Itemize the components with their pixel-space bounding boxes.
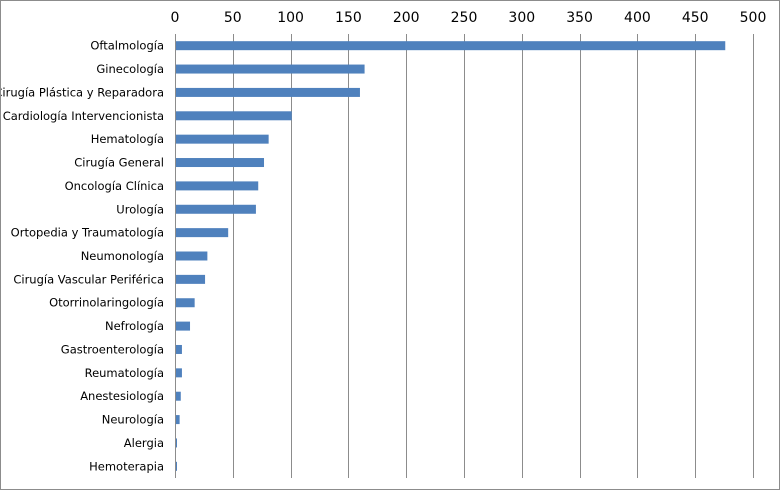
x-tick-label: 300 xyxy=(508,10,535,26)
bar xyxy=(176,321,191,331)
x-axis-ticks: 0 50 100 150 200 250 300 350 400 450 500 xyxy=(171,10,767,26)
category-label: Cirugía General xyxy=(74,156,164,170)
x-tick-label: 250 xyxy=(451,10,478,26)
category-label: Otorrinolaringología xyxy=(49,296,164,310)
bar xyxy=(176,251,208,261)
category-label: Ginecología xyxy=(96,62,164,76)
x-tick-label: 50 xyxy=(224,10,242,26)
bar xyxy=(176,391,181,401)
category-label: Oftalmología xyxy=(90,39,164,53)
category-labels: Oftalmología Ginecología Cirugía Plástica … xyxy=(1,39,164,474)
x-tick-label: 500 xyxy=(740,10,767,26)
bar xyxy=(176,158,265,168)
category-label: Nefrología xyxy=(105,319,164,333)
bar xyxy=(176,181,259,191)
category-label: Neurología xyxy=(102,413,164,427)
bar xyxy=(176,228,229,238)
x-tick-label: 450 xyxy=(682,10,709,26)
x-tick-label: 400 xyxy=(624,10,651,26)
category-label: Cirugía Plástica y Reparadora xyxy=(1,85,164,99)
bar xyxy=(176,87,360,97)
category-label: Ortopedia y Traumatología xyxy=(11,226,164,240)
bar xyxy=(176,368,182,378)
x-tick-label: 100 xyxy=(277,10,304,26)
grid-lines xyxy=(233,34,754,478)
category-label: Hemoterapia xyxy=(89,459,164,473)
bar xyxy=(176,298,195,308)
category-label: Urología xyxy=(116,202,164,216)
category-label: Reumatología xyxy=(85,366,164,380)
x-tick-label: 0 xyxy=(171,10,180,26)
x-tick-label: 150 xyxy=(335,10,362,26)
bar xyxy=(176,111,292,121)
category-label: Gastroenterología xyxy=(61,342,164,356)
category-label: Anestesiología xyxy=(80,389,164,403)
category-label: Neumonología xyxy=(81,249,164,263)
category-label: Oncología Clínica xyxy=(65,179,164,193)
bar xyxy=(176,134,269,144)
bar xyxy=(176,438,177,448)
bar xyxy=(176,344,182,354)
bar xyxy=(176,461,177,471)
x-tick-label: 200 xyxy=(393,10,420,26)
bar xyxy=(176,204,256,214)
category-label: Cardiología Intervencionista xyxy=(3,109,164,123)
bars xyxy=(176,41,726,471)
category-label: Cirugía Vascular Periférica xyxy=(13,272,164,286)
bar xyxy=(176,415,180,425)
category-label: Alergia xyxy=(124,436,164,450)
bar xyxy=(176,274,206,284)
bar xyxy=(176,41,726,51)
category-label: Hematología xyxy=(91,132,164,146)
bar xyxy=(176,64,365,74)
x-tick-label: 350 xyxy=(566,10,593,26)
